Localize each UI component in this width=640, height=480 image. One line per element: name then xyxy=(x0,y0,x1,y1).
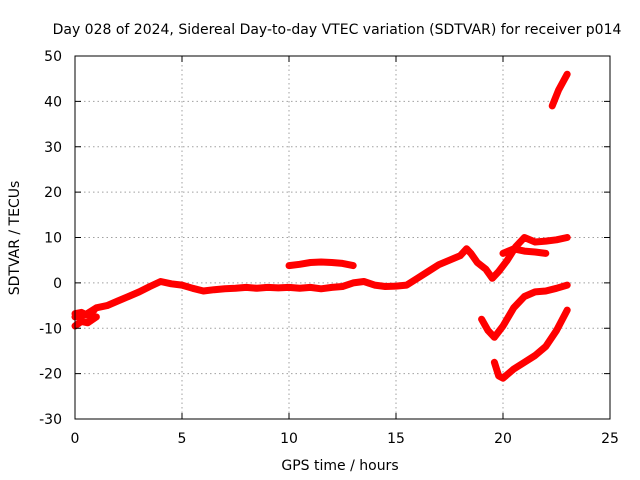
series-segment-5 xyxy=(478,281,571,341)
y-tick-label: -20 xyxy=(39,367,62,383)
x-tick-label: 20 xyxy=(494,431,512,447)
x-tick-label: 0 xyxy=(71,431,80,447)
y-axis-label: SDTVAR / TECUs xyxy=(7,181,23,296)
ticks xyxy=(74,55,611,420)
series-segment-6 xyxy=(490,306,571,382)
x-tick-label: 10 xyxy=(280,431,298,447)
x-axis-label: GPS time / hours xyxy=(281,458,398,474)
y-tick-label: 10 xyxy=(44,231,62,247)
y-tick-label: 30 xyxy=(44,140,62,156)
y-tick-label: 50 xyxy=(44,49,62,65)
y-tick-label: -10 xyxy=(39,321,62,337)
x-tick-label: 15 xyxy=(387,431,405,447)
series-segment-7 xyxy=(499,245,550,257)
y-tick-label: 0 xyxy=(53,276,62,292)
series-segment-2 xyxy=(71,313,100,330)
series-segment-3 xyxy=(71,306,98,319)
y-tick-labels: -30 -20 -10 0 10 20 30 40 50 xyxy=(39,49,62,428)
x-tick-labels: 0 5 10 15 20 25 xyxy=(71,431,619,447)
y-tick-label: 40 xyxy=(44,94,62,110)
series-segment-8 xyxy=(548,70,571,110)
chart-title: Day 028 of 2024, Sidereal Day-to-day VTE… xyxy=(53,22,622,38)
y-tick-label: 20 xyxy=(44,185,62,201)
series-layer xyxy=(71,70,571,382)
series-segment-4 xyxy=(285,258,357,270)
x-tick-label: 5 xyxy=(178,431,187,447)
x-tick-label: 25 xyxy=(601,431,619,447)
y-tick-label: -30 xyxy=(39,412,62,428)
series-segment-1 xyxy=(71,234,571,321)
